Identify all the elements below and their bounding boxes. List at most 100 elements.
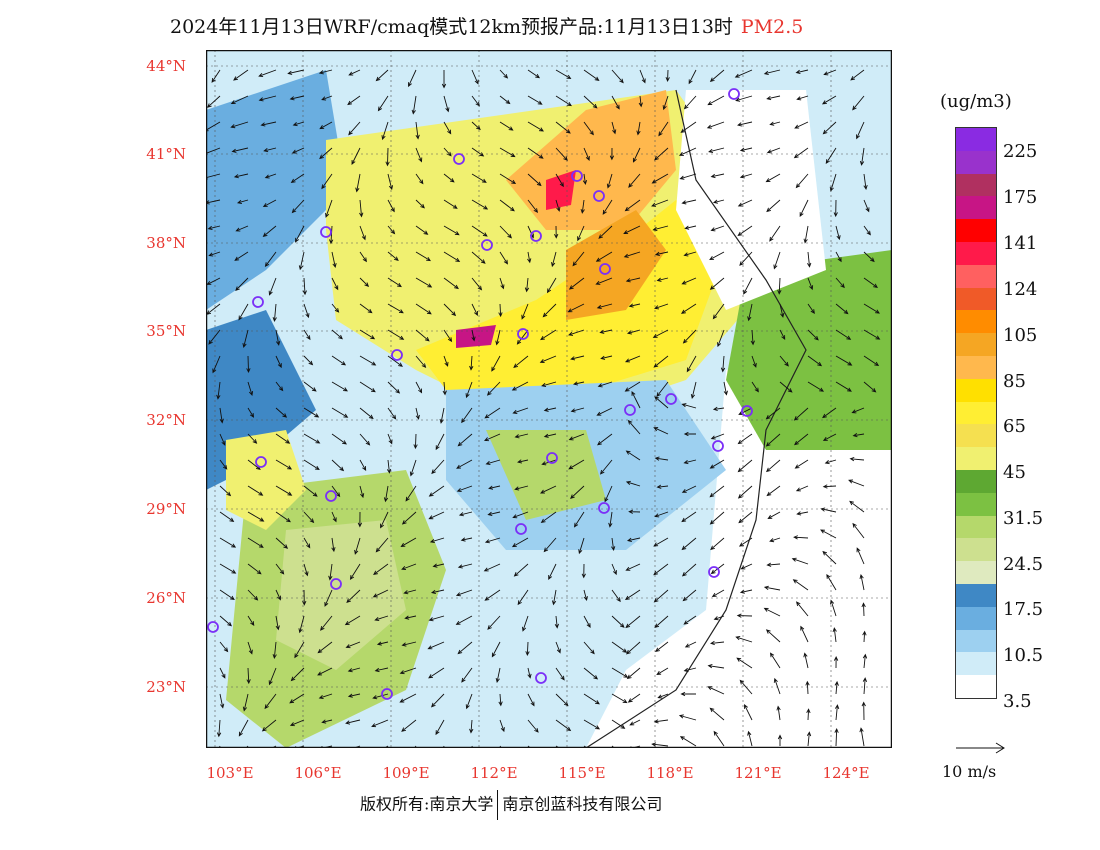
wind-arrow — [822, 121, 837, 135]
city-marker — [708, 566, 720, 578]
wind-arrow — [206, 95, 221, 108]
copyright-text: 版权所有:南京大学 — [360, 794, 494, 814]
color-bar-segment — [956, 287, 996, 311]
lat-label: 44°N — [146, 57, 186, 75]
wind-reference-arrow — [956, 742, 1005, 754]
wind-arrow — [567, 303, 585, 313]
wind-arrow — [408, 69, 417, 88]
wind-arrow — [583, 121, 594, 136]
wind-arrow — [331, 459, 345, 472]
wind-arrow — [582, 173, 588, 185]
city-marker — [741, 405, 753, 417]
wind-arrow — [625, 563, 641, 571]
city-marker — [325, 490, 337, 502]
wind-arrow — [219, 485, 232, 497]
wind-arrow — [242, 329, 249, 349]
wind-arrow — [711, 589, 725, 597]
wind-arrow — [321, 719, 333, 724]
legend-label: 3.5 — [1003, 691, 1032, 712]
city-marker — [381, 688, 393, 700]
wind-arrow — [516, 329, 529, 345]
wind-arrow — [387, 303, 404, 314]
wind-arrow — [723, 381, 728, 396]
wind-arrow — [807, 355, 823, 367]
legend-label: 141 — [1003, 233, 1038, 254]
wind-arrow — [319, 147, 333, 160]
wind-arrow — [359, 303, 373, 314]
wind-arrow — [517, 589, 529, 606]
wind-arrow — [303, 303, 310, 319]
wind-arrow — [303, 563, 309, 577]
wind-arrow — [822, 550, 837, 565]
wind-arrow — [415, 303, 432, 315]
wind-arrow — [628, 173, 641, 188]
wind-arrow — [851, 407, 865, 414]
wind-arrow — [583, 719, 601, 730]
wind-reference-label: 10 m/s — [942, 762, 997, 781]
wind-arrow — [763, 69, 781, 76]
wind-arrow — [852, 522, 865, 539]
wind-arrow — [568, 277, 585, 290]
wind-arrow — [737, 485, 753, 499]
wind-arrow — [484, 589, 501, 601]
color-bar-segment — [956, 583, 996, 607]
wind-arrow — [835, 303, 849, 315]
wind-arrow — [442, 381, 447, 396]
wind-arrow — [796, 601, 809, 617]
wind-arrow — [684, 225, 697, 230]
wind-arrow — [431, 459, 445, 475]
wind-arrow — [606, 173, 613, 189]
wind-arrow — [654, 511, 669, 518]
wind-arrow — [820, 529, 837, 539]
wind-arrow — [859, 727, 865, 747]
wind-arrow — [795, 485, 809, 492]
wind-arrow — [736, 613, 753, 618]
wind-arrow — [779, 381, 793, 393]
wind-arrow — [555, 121, 571, 134]
wind-arrow — [527, 147, 544, 159]
wind-arrow — [681, 277, 697, 285]
wind-arrow — [302, 277, 307, 296]
wind-arrow — [627, 419, 641, 435]
wind-arrow — [387, 251, 399, 261]
wind-arrow — [401, 719, 417, 732]
wind-arrow — [632, 147, 641, 163]
wind-arrow — [234, 251, 249, 261]
wind-arrow — [736, 657, 753, 669]
wind-arrow — [491, 355, 501, 372]
wind-arrow — [683, 431, 697, 437]
wind-arrow — [399, 667, 417, 675]
wind-arrow — [555, 173, 564, 188]
wind-arrow — [769, 225, 781, 242]
wind-arrow — [682, 589, 697, 602]
color-bar-segment — [956, 469, 996, 493]
wind-arrow — [401, 511, 417, 525]
wind-arrow — [678, 714, 697, 721]
wind-arrow — [247, 433, 258, 444]
wind-arrow — [219, 615, 233, 627]
title-main: 2024年11月13日WRF/cmaq模式12km预报产品:11月13日13时 — [170, 16, 733, 38]
wind-arrow — [261, 719, 277, 732]
wind-arrow — [387, 277, 402, 288]
wind-arrow — [483, 563, 501, 572]
wind-arrow — [849, 456, 865, 462]
city-marker — [624, 404, 636, 416]
wind-arrow — [441, 69, 447, 89]
wind-arrow — [387, 173, 394, 191]
wind-arrow — [680, 121, 697, 133]
wind-arrow — [597, 433, 613, 446]
wind-arrow — [720, 355, 726, 373]
wind-arrow — [651, 742, 669, 747]
wind-arrow — [568, 459, 585, 470]
wind-arrow — [331, 485, 341, 498]
wind-arrow — [415, 277, 433, 288]
wind-arrow — [471, 225, 488, 237]
lon-label: 103°E — [206, 764, 254, 782]
wind-arrow — [737, 199, 753, 207]
legend-label: 31.5 — [1003, 508, 1044, 529]
wind-arrow — [848, 479, 865, 487]
wind-arrow — [471, 121, 481, 131]
wind-arrow — [766, 95, 781, 101]
wind-arrow — [796, 511, 809, 516]
wind-arrow — [346, 589, 361, 603]
